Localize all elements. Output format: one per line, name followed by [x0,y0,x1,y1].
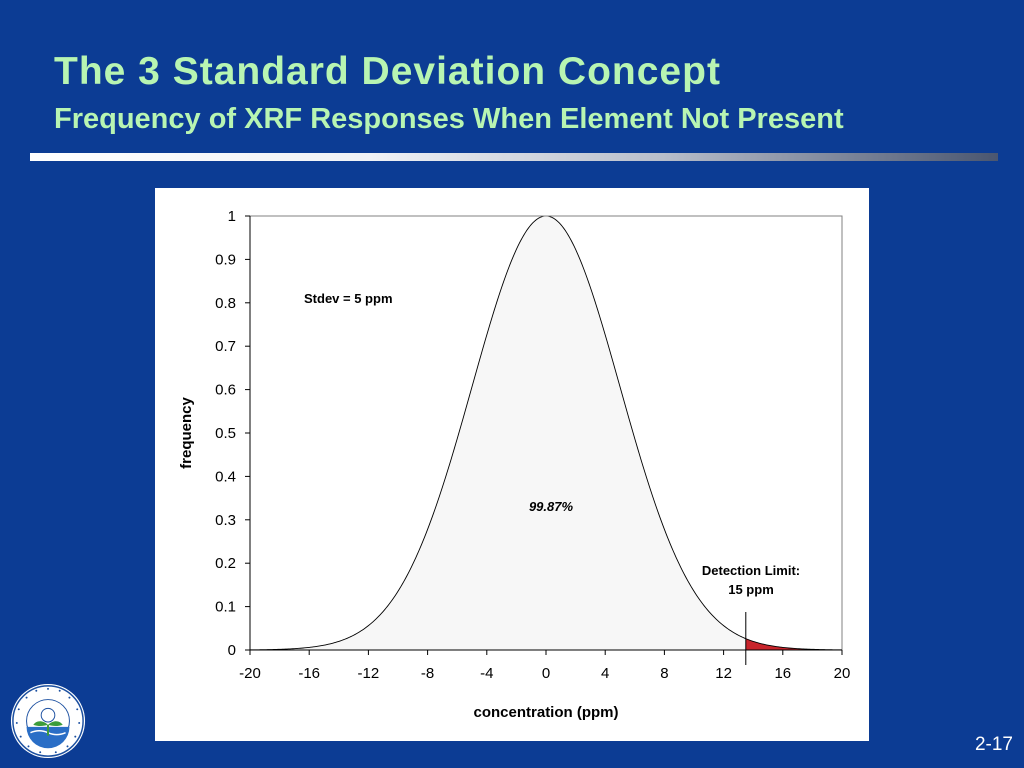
y-axis-title: frequency [178,397,195,469]
percent-annotation: 99.87% [529,499,574,514]
slide-title: The 3 Standard Deviation Concept [54,50,721,93]
y-tick-label: 1 [228,208,236,225]
x-tick-label: -8 [421,665,434,682]
x-tick-label: -4 [480,665,493,682]
frequency-chart: 0 0.1 0.2 0.3 0.4 0.5 0.6 0.7 0.8 0.9 1 -20 -16 -12 -8… [178,208,851,721]
within-limit-area [250,216,746,650]
title-divider [30,153,998,161]
y-tick-label: 0.9 [215,251,236,268]
detection-limit-value: 15 ppm [728,582,774,597]
chart-panel: 0 0.1 0.2 0.3 0.4 0.5 0.6 0.7 0.8 0.9 1 -20 -16 -12 -8… [155,188,869,741]
y-tick-label: 0.3 [215,512,236,529]
slide-subtitle: Frequency of XRF Responses When Element … [54,103,844,135]
detection-limit-label: Detection Limit: [702,563,800,578]
epa-seal-icon [10,683,86,759]
x-tick-label: 20 [834,665,851,682]
x-tick-label: -12 [358,665,380,682]
y-tick-label: 0.6 [215,382,236,399]
x-tick-label: 8 [660,665,668,682]
x-tick-label: -16 [298,665,320,682]
y-tick-label: 0.2 [215,555,236,572]
y-tick-label: 0.7 [215,338,236,355]
y-tick-label: 0.1 [215,599,236,616]
y-tick-label: 0 [228,642,236,659]
x-tick-label: 4 [601,665,609,682]
x-tick-label: -20 [239,665,261,682]
stdev-annotation: Stdev = 5 ppm [304,291,393,306]
x-tick-label: 16 [774,665,791,682]
slide-number: 2-17 [974,734,1013,755]
tail-area [745,638,842,650]
x-tick-label: 0 [542,665,550,682]
y-tick-label: 0.8 [215,295,236,312]
y-tick-label: 0.4 [215,468,236,485]
x-tick-label: 12 [715,665,732,682]
y-tick-label: 0.5 [215,425,236,442]
x-axis-title: concentration (ppm) [474,704,619,721]
